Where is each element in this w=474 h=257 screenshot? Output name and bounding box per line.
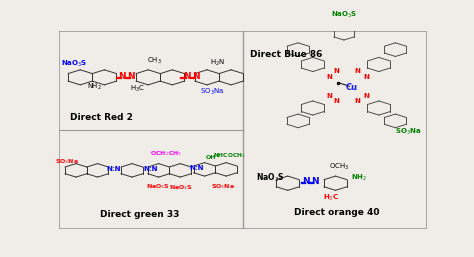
Text: N: N — [334, 68, 339, 75]
Text: N: N — [334, 98, 339, 104]
Text: OH: OH — [205, 155, 216, 160]
Text: NH$_2$: NH$_2$ — [87, 82, 102, 92]
Text: N: N — [354, 68, 360, 75]
Text: Direct Blue 86: Direct Blue 86 — [250, 50, 323, 59]
Text: H$_3$C: H$_3$C — [323, 193, 339, 203]
Text: H$_3$C: H$_3$C — [130, 84, 145, 94]
Text: N: N — [326, 74, 332, 80]
Text: NH$_2$: NH$_2$ — [351, 173, 368, 183]
Text: Direct green 33: Direct green 33 — [100, 210, 179, 219]
Text: H$_2$N: H$_2$N — [210, 57, 226, 68]
Text: NaO$_3$S: NaO$_3$S — [331, 10, 357, 20]
Text: SO$_3$Na: SO$_3$Na — [395, 127, 421, 137]
Text: N: N — [363, 93, 369, 99]
Text: N: N — [183, 72, 191, 81]
Text: N:N: N:N — [143, 166, 157, 172]
Text: NaO$_3$S: NaO$_3$S — [146, 182, 170, 191]
Text: N: N — [192, 72, 200, 81]
Text: NaO$_3$S: NaO$_3$S — [61, 58, 88, 69]
Text: OCH$_3$: OCH$_3$ — [329, 162, 350, 172]
Text: N: N — [363, 74, 369, 80]
Text: NaO$_3$S: NaO$_3$S — [169, 183, 192, 192]
Text: N: N — [326, 93, 332, 99]
Text: CH$_3$: CH$_3$ — [146, 56, 162, 66]
Text: OCH$_2$CH$_3$: OCH$_2$CH$_3$ — [150, 149, 182, 158]
Text: Cu: Cu — [345, 83, 357, 92]
Text: SO$_3$Na: SO$_3$Na — [211, 182, 235, 191]
Text: N: N — [354, 98, 360, 104]
Text: N: N — [118, 72, 126, 81]
Text: NaO$_3$S: NaO$_3$S — [256, 171, 284, 184]
Text: N: N — [311, 177, 319, 186]
Text: N: N — [128, 72, 135, 81]
Text: SO$_3$Na: SO$_3$Na — [201, 87, 225, 97]
Text: Direct Red 2: Direct Red 2 — [70, 113, 133, 122]
Text: SO$_3$Na: SO$_3$Na — [55, 157, 79, 166]
Text: Direct orange 40: Direct orange 40 — [294, 208, 380, 217]
Text: N:N: N:N — [190, 165, 204, 171]
Text: N: N — [302, 177, 310, 186]
Text: N:N: N:N — [106, 166, 121, 172]
Text: NHCOCH$_3$: NHCOCH$_3$ — [213, 151, 246, 160]
